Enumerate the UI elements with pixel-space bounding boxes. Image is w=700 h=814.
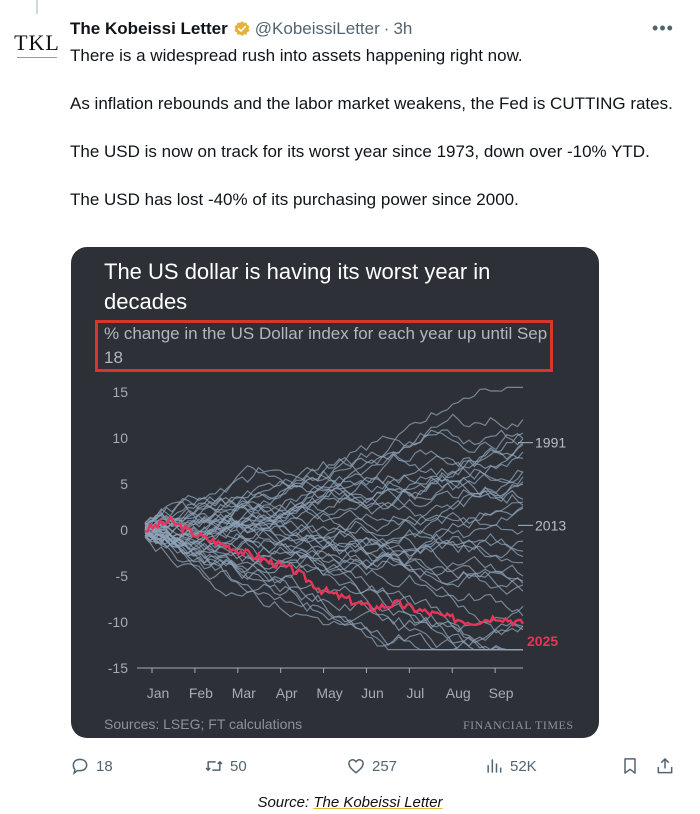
chart-subtitle-annotation-box <box>95 320 553 372</box>
background-year-line <box>144 449 524 555</box>
y-tick-label: 15 <box>112 384 128 400</box>
y-tick-label: 5 <box>120 476 128 492</box>
x-tick-label: Jan <box>147 685 170 701</box>
x-tick-label: Feb <box>189 685 213 701</box>
views-count: 52K <box>510 757 537 775</box>
like-count: 257 <box>372 757 398 775</box>
x-tick-label: Apr <box>276 685 298 701</box>
header-separator: · <box>383 19 390 38</box>
tweet-timestamp[interactable]: 3h <box>393 19 413 38</box>
tweet-paragraph: The USD has lost -40% of its purchasing … <box>70 190 519 209</box>
avatar-logo-rule <box>17 57 57 58</box>
retweet-count: 50 <box>230 757 247 775</box>
author-name[interactable]: The Kobeissi Letter <box>70 19 228 38</box>
background-year-line <box>144 523 523 651</box>
chart-source: Sources: LSEG; FT calculations <box>104 716 303 732</box>
background-year-line <box>144 490 524 543</box>
chart-title: The US dollar is having its worst year i… <box>104 259 491 314</box>
views-icon <box>487 759 502 773</box>
background-year-line <box>144 481 524 533</box>
background-year-line <box>144 524 524 557</box>
like-button[interactable]: 257 <box>346 756 397 776</box>
tweet-header: The Kobeissi Letter @KobeissiLetter · 3h <box>70 19 412 39</box>
y-tick-label: 10 <box>112 430 128 446</box>
reply-button[interactable]: 18 <box>70 756 113 776</box>
tweet-media-chart[interactable]: The US dollar is having its worst year i… <box>71 247 599 738</box>
tweet-actions: 18 50 257 52K <box>70 756 690 780</box>
background-year-line <box>144 386 523 526</box>
x-tick-label: Jul <box>406 685 424 701</box>
retweet-icon <box>205 761 223 771</box>
series-label: 1991 <box>535 435 566 451</box>
x-tick-label: Mar <box>232 685 256 701</box>
reply-count: 18 <box>96 757 113 775</box>
line-chart: 15 10 5 0 -5 -10 -15 Jan Feb Mar Apr May Jun Jul Aug Se… <box>108 384 567 701</box>
tweet-paragraph: There is a widespread rush into assets h… <box>70 46 523 65</box>
caption-source-link[interactable]: The Kobeissi Letter <box>313 794 443 811</box>
background-year-line <box>144 449 524 529</box>
y-tick-label: -10 <box>108 614 128 630</box>
more-horizontal-icon[interactable]: ••• <box>652 18 674 38</box>
series-label-2025: 2025 <box>527 633 558 649</box>
background-year-line <box>144 507 524 549</box>
views-button[interactable]: 52K <box>484 756 537 776</box>
background-year-line <box>144 530 524 580</box>
background-year-line <box>144 517 524 564</box>
avatar-logo-text: TKL <box>14 30 60 55</box>
thread-connector-line <box>36 0 38 14</box>
caption-prefix: Source: <box>257 794 314 811</box>
share-button[interactable] <box>655 756 681 776</box>
background-year-line <box>144 429 524 526</box>
x-tick-label: Sep <box>489 685 514 701</box>
author-handle[interactable]: @KobeissiLetter <box>254 19 380 38</box>
y-tick-label: -5 <box>116 568 129 584</box>
background-year-line <box>144 513 524 555</box>
tweet-body: There is a widespread rush into assets h… <box>70 44 690 236</box>
background-year-line <box>144 519 524 571</box>
highlight-year-line-2025 <box>145 514 525 628</box>
avatar[interactable]: TKL <box>14 22 60 68</box>
verified-badge-icon[interactable] <box>233 20 251 38</box>
background-year-line <box>145 528 524 617</box>
x-tick-label: Jun <box>361 685 384 701</box>
background-year-line <box>144 413 524 524</box>
background-year-line <box>144 536 524 633</box>
background-year-line <box>144 531 524 644</box>
background-year-line <box>144 432 524 530</box>
tweet[interactable]: TKL The Kobeissi Letter @KobeissiLetter … <box>0 0 700 790</box>
bookmark-icon <box>624 758 636 774</box>
series-label: 2013 <box>535 517 566 533</box>
bookmark-button[interactable] <box>620 756 646 776</box>
x-tick-label: Aug <box>446 685 471 701</box>
background-year-line <box>144 533 524 595</box>
reply-icon <box>72 758 88 775</box>
background-year-line <box>144 442 524 539</box>
share-icon <box>657 758 673 774</box>
y-tick-label: 0 <box>120 522 128 538</box>
tweet-paragraph: The USD is now on track for its worst ye… <box>70 142 650 161</box>
x-tick-label: May <box>316 685 342 701</box>
y-tick-label: -15 <box>108 660 128 676</box>
retweet-button[interactable]: 50 <box>204 756 247 776</box>
image-caption: Source: The Kobeissi Letter <box>0 794 700 811</box>
like-icon <box>348 758 364 774</box>
background-year-line <box>144 469 524 539</box>
chart-brand-logo: FINANCIAL TIMES <box>463 718 574 732</box>
chart-subtitle: % change in the US Dollar index for each… <box>104 324 548 367</box>
tweet-paragraph: As inflation rebounds and the labor mark… <box>70 94 673 113</box>
